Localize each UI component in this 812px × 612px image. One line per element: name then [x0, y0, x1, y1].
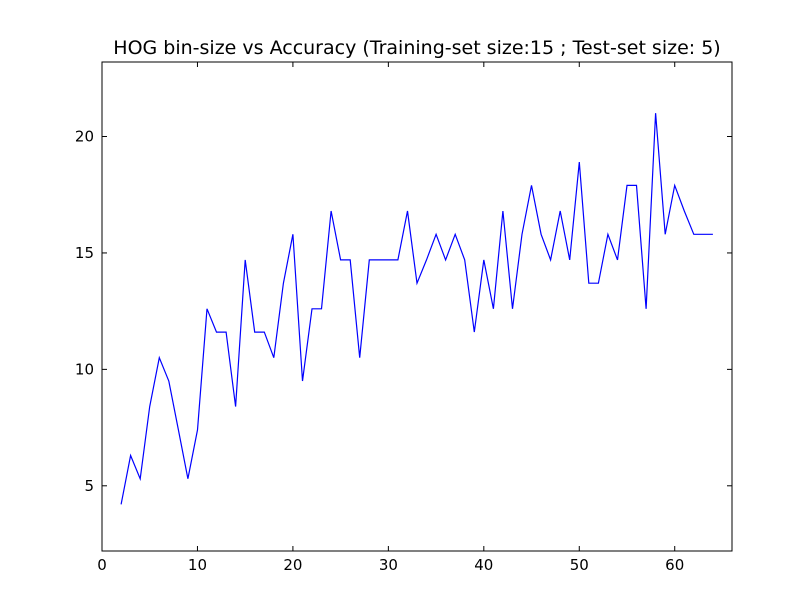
x-tick-label: 10 [188, 556, 207, 574]
y-tick-label: 10 [75, 360, 94, 378]
y-tick-label: 15 [75, 244, 94, 262]
plot-area [120, 113, 713, 505]
x-tick-label: 30 [379, 556, 398, 574]
x-tick-label: 0 [97, 556, 107, 574]
y-tick-label: 20 [75, 128, 94, 146]
axes-frame [101, 61, 733, 552]
series-line [120, 113, 713, 505]
x-tick-label: 50 [570, 556, 589, 574]
x-tick-label: 40 [474, 556, 493, 574]
x-tick-label: 20 [283, 556, 302, 574]
axis-ticks: 0 10 20 30 40 50 60 5 10 15 20 [75, 62, 732, 574]
x-tick-label: 60 [665, 556, 684, 574]
y-tick-label: 5 [84, 477, 94, 495]
chart-title: HOG bin-size vs Accuracy (Training-set s… [113, 37, 720, 59]
